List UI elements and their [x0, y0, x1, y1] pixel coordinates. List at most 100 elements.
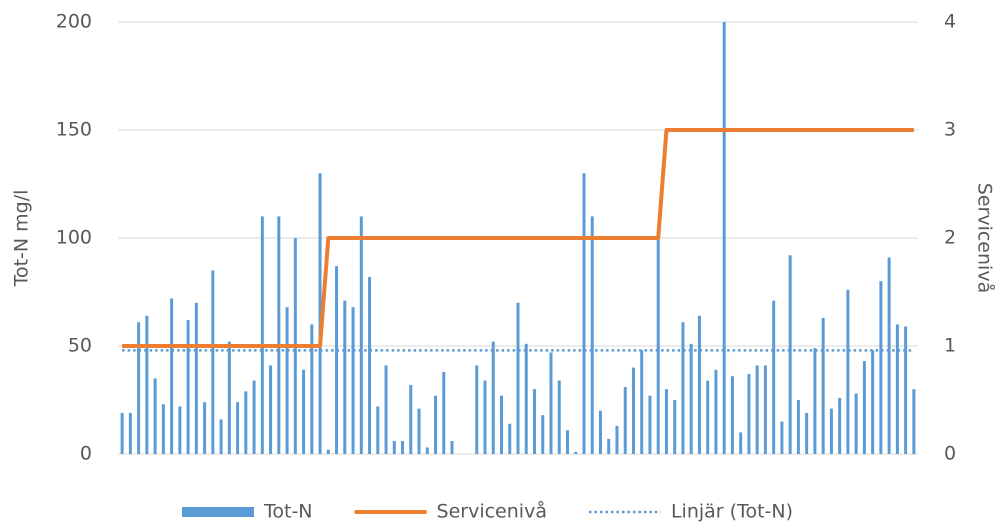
y2-tick-label: 2: [944, 227, 956, 249]
bar: [697, 315, 701, 454]
bar: [343, 300, 347, 454]
bar: [549, 352, 553, 454]
bar: [128, 412, 132, 454]
bar: [178, 406, 182, 454]
bar: [714, 369, 718, 454]
y2-tick-label: 4: [944, 11, 956, 33]
bar: [821, 317, 825, 454]
y2-tick-label: 0: [944, 443, 956, 465]
legend-swatch: [182, 507, 254, 517]
bar: [871, 350, 875, 454]
y-tick-label: 100: [56, 227, 92, 249]
bar: [730, 376, 734, 454]
bar: [219, 419, 223, 454]
bar: [170, 298, 174, 454]
bar: [590, 216, 594, 454]
bar: [706, 380, 710, 454]
bar: [689, 343, 693, 454]
y2-tick-label: 3: [944, 119, 956, 141]
bar: [904, 326, 908, 454]
bar: [747, 374, 751, 454]
bar: [236, 402, 240, 454]
y2-axis-label: Servicenivå: [974, 183, 997, 293]
bar: [161, 404, 165, 454]
bar: [310, 324, 314, 454]
y2-tick-label: 1: [944, 335, 956, 357]
bar: [648, 395, 652, 454]
bar: [450, 441, 454, 454]
bar: [227, 341, 231, 454]
bar: [409, 384, 413, 454]
bar: [244, 391, 248, 454]
bar: [211, 270, 215, 454]
bar: [137, 322, 141, 454]
bar: [565, 430, 569, 454]
bar: [516, 302, 520, 454]
bar: [376, 406, 380, 454]
y-tick-label: 200: [56, 11, 92, 33]
bar: [846, 289, 850, 454]
bar: [392, 441, 396, 454]
bar: [335, 266, 339, 454]
bar: [417, 408, 421, 454]
bar: [887, 257, 891, 454]
bar: [796, 400, 800, 454]
bar: [260, 216, 264, 454]
bar: [442, 371, 446, 454]
bar: [186, 320, 190, 454]
bar: [541, 415, 545, 454]
bar: [862, 361, 866, 454]
bar: [598, 410, 602, 454]
bar: [500, 395, 504, 454]
bar: [277, 216, 281, 454]
bar: [194, 302, 198, 454]
bar: [508, 423, 512, 454]
bar: [120, 412, 124, 454]
bar: [491, 341, 495, 454]
bar: [805, 412, 809, 454]
bar: [384, 365, 388, 454]
bar: [252, 380, 256, 454]
bar: [854, 393, 858, 454]
bar: [401, 441, 405, 454]
bar: [615, 425, 619, 454]
bar: [640, 350, 644, 454]
bar: [772, 300, 776, 454]
bar: [524, 343, 528, 454]
bar: [623, 387, 627, 454]
bar: [302, 369, 306, 454]
bar: [557, 380, 561, 454]
y-tick-label: 0: [80, 443, 92, 465]
bar: [153, 378, 157, 454]
bar: [582, 173, 586, 454]
bar: [813, 348, 817, 454]
y-tick-label: 50: [68, 335, 92, 357]
bar: [879, 281, 883, 454]
y-tick-label: 150: [56, 119, 92, 141]
bar: [368, 276, 372, 454]
bar: [838, 397, 842, 454]
legend-label: Linjär (Tot-N): [671, 501, 793, 523]
bar: [607, 438, 611, 454]
bar: [351, 307, 355, 454]
legend-label: Tot-N: [263, 501, 313, 523]
bar: [673, 400, 677, 454]
bar: [574, 451, 578, 454]
bar: [318, 173, 322, 454]
bar: [285, 307, 289, 454]
legend-label: Servicenivå: [437, 500, 547, 523]
bar: [912, 389, 916, 454]
bar: [895, 324, 899, 454]
bar: [829, 408, 833, 454]
bar: [631, 367, 635, 454]
bar: [656, 238, 660, 454]
line-series: [122, 128, 914, 348]
bar: [755, 365, 759, 454]
bar: [788, 255, 792, 454]
bar: [145, 315, 149, 454]
bar: [359, 216, 363, 454]
bar: [532, 389, 536, 454]
bar: [681, 322, 685, 454]
bar: [203, 402, 207, 454]
